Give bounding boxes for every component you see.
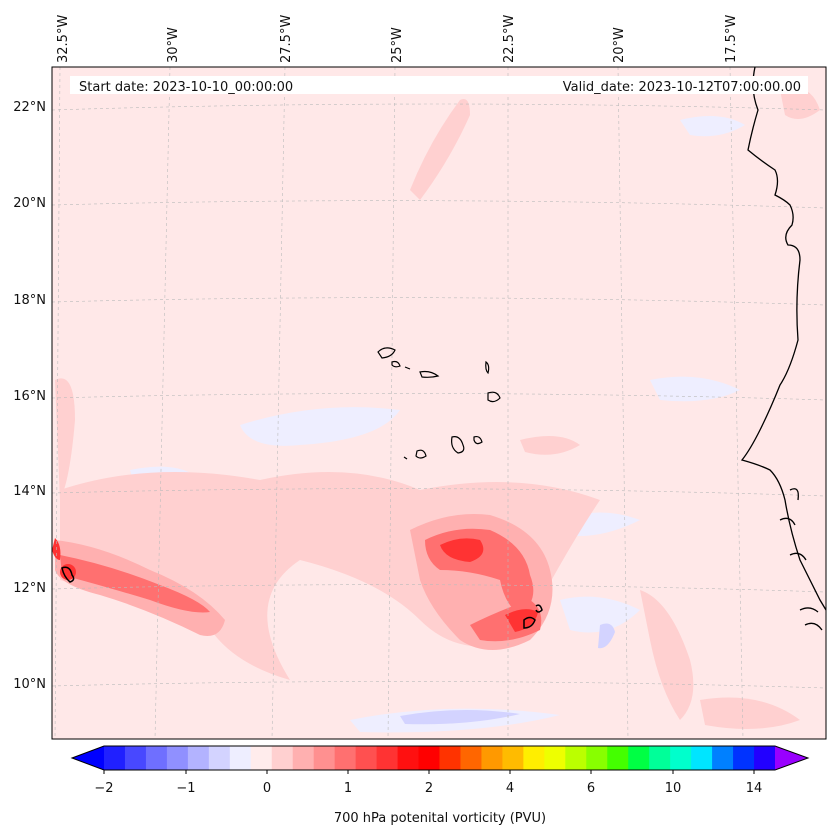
date-banner	[70, 76, 808, 94]
colorbar-segment	[670, 746, 692, 770]
colorbar-segment	[544, 746, 566, 770]
colorbar-segment	[208, 746, 231, 770]
longitude-labels: 32.5°W 30°W 27.5°W 25°W 22.5°W 20°W 17.5…	[56, 15, 739, 63]
latitude-labels: 22°N 20°N 18°N 16°N 14°N 12°N 10°N	[13, 100, 46, 692]
lat-label: 22°N	[13, 100, 46, 115]
colorbar-segment	[334, 746, 357, 770]
lon-label: 20°W	[612, 27, 627, 63]
colorbar-segment	[439, 746, 461, 770]
map-frame	[51, 66, 827, 740]
colorbar-extend-min	[72, 746, 104, 770]
lat-label: 10°N	[13, 677, 46, 692]
cape-verde-islands	[377, 347, 501, 460]
colorbar-tick-label: −2	[94, 781, 113, 796]
colorbar-segment	[292, 746, 315, 770]
colorbar-segment	[565, 746, 587, 770]
colorbar-tick-label: −1	[176, 781, 195, 796]
colorbar	[70, 745, 810, 771]
lat-label: 16°N	[13, 389, 46, 404]
lon-label: 17.5°W	[724, 15, 739, 63]
colorbar-tick-label: 10	[665, 781, 682, 796]
colorbar-segment	[104, 746, 126, 770]
colorbar-segment	[586, 746, 608, 770]
colorbar-segment	[355, 746, 378, 770]
colorbar-ticks: −2 −1 0 1 2 4 6 10 14	[94, 770, 762, 796]
lat-label: 12°N	[13, 581, 46, 596]
colorbar-extend-max	[775, 746, 808, 770]
colorbar-segment	[166, 746, 189, 770]
colorbar-segment	[502, 746, 524, 770]
coastlines	[740, 66, 827, 631]
lon-label: 25°W	[390, 27, 405, 63]
colorbar-segment	[376, 746, 399, 770]
colorbar-segment	[628, 746, 650, 770]
lat-label: 14°N	[13, 484, 46, 499]
colorbar-segment	[418, 746, 440, 770]
colorbar-segment	[607, 746, 629, 770]
pv-max-contours	[61, 566, 543, 629]
colorbar-segment	[481, 746, 503, 770]
colorbar-segment	[271, 746, 294, 770]
colorbar-tick-label: 0	[263, 781, 271, 796]
lon-label: 27.5°W	[279, 15, 294, 63]
colorbar-title: 700 hPa potenital vorticity (PVU)	[334, 811, 546, 826]
colorbar-segment	[313, 746, 336, 770]
colorbar-segment	[691, 746, 713, 770]
colorbar-segment	[145, 746, 168, 770]
lon-label: 30°W	[166, 27, 181, 63]
colorbar-tick-label: 14	[746, 781, 763, 796]
graticule	[51, 66, 827, 740]
colorbar-tick-label: 1	[344, 781, 352, 796]
colorbar-segment	[712, 746, 734, 770]
lat-label: 18°N	[13, 293, 46, 308]
colorbar-tick-label: 6	[587, 781, 595, 796]
colorbar-segment	[229, 746, 252, 770]
colorbar-segment	[523, 746, 545, 770]
colorbar-segment	[754, 746, 776, 770]
lon-label: 22.5°W	[502, 15, 517, 63]
colorbar-segment	[649, 746, 671, 770]
colorbar-tick-label: 4	[506, 781, 514, 796]
start-date-label: Start date: 2023-10-10_00:00:00	[79, 80, 293, 95]
colorbar-segment	[460, 746, 482, 770]
valid-date-label: Valid_date: 2023-10-12T07:00:00.00	[563, 80, 801, 95]
colorbar-segment	[397, 746, 420, 770]
lat-label: 20°N	[13, 196, 46, 211]
colorbar-tick-label: 2	[425, 781, 433, 796]
colorbar-segment	[250, 746, 273, 770]
west-africa-coast	[740, 66, 827, 611]
lon-label: 32.5°W	[56, 15, 71, 63]
colorbar-segment	[733, 746, 755, 770]
colorbar-segment	[124, 746, 147, 770]
colorbar-segment	[187, 746, 210, 770]
